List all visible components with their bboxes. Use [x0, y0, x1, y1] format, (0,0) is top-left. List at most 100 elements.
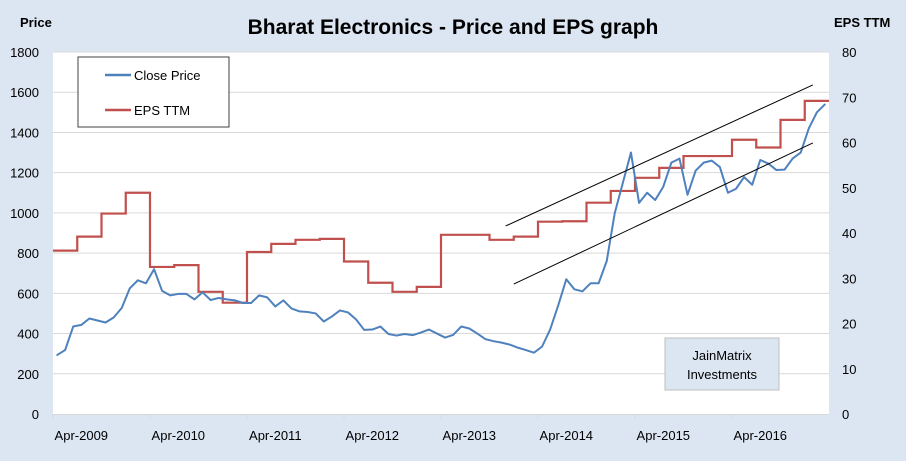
x-axis: Apr-2009 Apr-2010 Apr-2011 Apr-2012 Apr-2013…: [52, 414, 787, 443]
close-price-point: [751, 183, 754, 186]
close-price-point: [234, 299, 236, 302]
close-price-point: [322, 320, 325, 323]
close-price-point: [799, 151, 802, 154]
close-price-point: [662, 185, 665, 188]
x-tick-label: Apr-2014: [540, 428, 593, 443]
close-price-point: [120, 307, 123, 309]
watermark-line-2: Investments: [687, 367, 758, 382]
y-tick-label-right: 70: [842, 90, 856, 105]
close-price-point: [80, 324, 83, 326]
trend-channel-line: [505, 84, 814, 227]
close-price-point: [169, 294, 172, 297]
close-price-point: [145, 282, 147, 285]
close-price-point: [638, 202, 640, 204]
close-price-point: [185, 293, 188, 295]
close-price-point: [64, 349, 66, 351]
legend-box: [77, 56, 230, 128]
close-price-point: [379, 325, 382, 328]
trend-channel-line: [513, 142, 814, 285]
close-price-point: [476, 332, 479, 335]
close-price-point: [104, 321, 107, 324]
close-price-point: [250, 302, 252, 304]
watermark: JainMatrix Investments: [664, 337, 780, 391]
close-price-point: [807, 127, 810, 130]
y-tick-label-right: 30: [842, 271, 856, 286]
trendlines: [505, 84, 814, 285]
close-price-point: [605, 260, 608, 262]
y-tick-label-left: 1000: [10, 206, 39, 221]
close-price-point: [460, 325, 463, 328]
close-price-point: [597, 282, 600, 285]
y-axis-left: 0 200 400 600 800 1000 1200 1400 1600 1800: [10, 45, 39, 422]
close-price-point: [371, 328, 374, 331]
close-price-point: [298, 310, 301, 313]
close-price-point: [282, 299, 285, 302]
close-price-point: [581, 290, 584, 293]
close-price-point: [719, 166, 721, 168]
y-axis-right-title: EPS TTM: [834, 15, 890, 30]
close-price-point: [72, 325, 75, 328]
close-price-point: [654, 199, 657, 201]
y-tick-label-right: 60: [842, 136, 856, 151]
close-price-point: [209, 299, 212, 301]
close-price-point: [436, 332, 438, 335]
x-tick-label: Apr-2015: [637, 428, 690, 443]
y-axis-right: 0 10 20 30 40 50 60 70 80: [842, 45, 856, 422]
legend: Close Price EPS TTM: [77, 56, 230, 128]
close-price-point: [565, 278, 568, 281]
close-price-point: [573, 288, 576, 291]
legend-label-eps: EPS TTM: [134, 103, 190, 118]
eps-ttm-line: [53, 99, 829, 304]
close-price-point: [613, 212, 616, 214]
x-tick-label: Apr-2012: [346, 428, 399, 443]
close-price-point: [759, 159, 762, 161]
chart-title: Bharat Electronics - Price and EPS graph: [248, 16, 659, 39]
close-price-point: [791, 157, 794, 160]
y-axis-left-title: Price: [20, 15, 52, 30]
close-price-point: [363, 329, 366, 331]
y-tick-label-left: 1800: [10, 45, 39, 60]
close-price-point: [622, 181, 624, 184]
close-price-point: [630, 151, 632, 154]
close-price-point: [686, 193, 689, 196]
legend-label-price: Close Price: [134, 68, 200, 83]
y-tick-label-left: 1600: [10, 85, 39, 100]
close-price-point: [428, 328, 430, 331]
close-price-point: [137, 279, 139, 282]
close-price-point: [727, 191, 729, 194]
close-price-point: [225, 298, 228, 301]
close-price-point: [549, 328, 551, 331]
close-price-point: [153, 268, 155, 271]
series-layer: [53, 99, 829, 356]
close-price-line: [56, 103, 826, 356]
close-price-point: [525, 349, 527, 351]
close-price-point: [339, 309, 341, 312]
x-tick-label: Apr-2011: [249, 428, 302, 443]
y-tick-label-left: 200: [17, 367, 39, 382]
close-price-point: [112, 316, 115, 319]
y-tick-label-right: 0: [842, 407, 849, 422]
close-price-point: [274, 305, 277, 308]
close-price-point: [56, 354, 58, 356]
x-tick-label: Apr-2010: [152, 428, 205, 443]
close-price-point: [266, 296, 269, 299]
close-price-point: [694, 169, 697, 172]
y-tick-label-right: 40: [842, 226, 856, 241]
y-tick-label-left: 1400: [10, 125, 39, 140]
close-price-point: [589, 282, 592, 285]
x-tick-label: Apr-2016: [734, 428, 787, 443]
y-tick-label-right: 80: [842, 45, 856, 60]
x-tick-label: Apr-2013: [443, 428, 496, 443]
close-price-point: [242, 302, 244, 304]
close-price-point: [533, 351, 535, 354]
y-tick-label-right: 20: [842, 317, 856, 332]
close-price-point: [331, 315, 333, 318]
close-price-point: [735, 187, 737, 190]
close-price-point: [678, 157, 681, 160]
close-price-point: [411, 334, 414, 336]
close-price-point: [395, 334, 398, 337]
close-price-point: [500, 341, 503, 344]
close-price-point: [258, 294, 260, 297]
close-price-point: [775, 169, 778, 171]
